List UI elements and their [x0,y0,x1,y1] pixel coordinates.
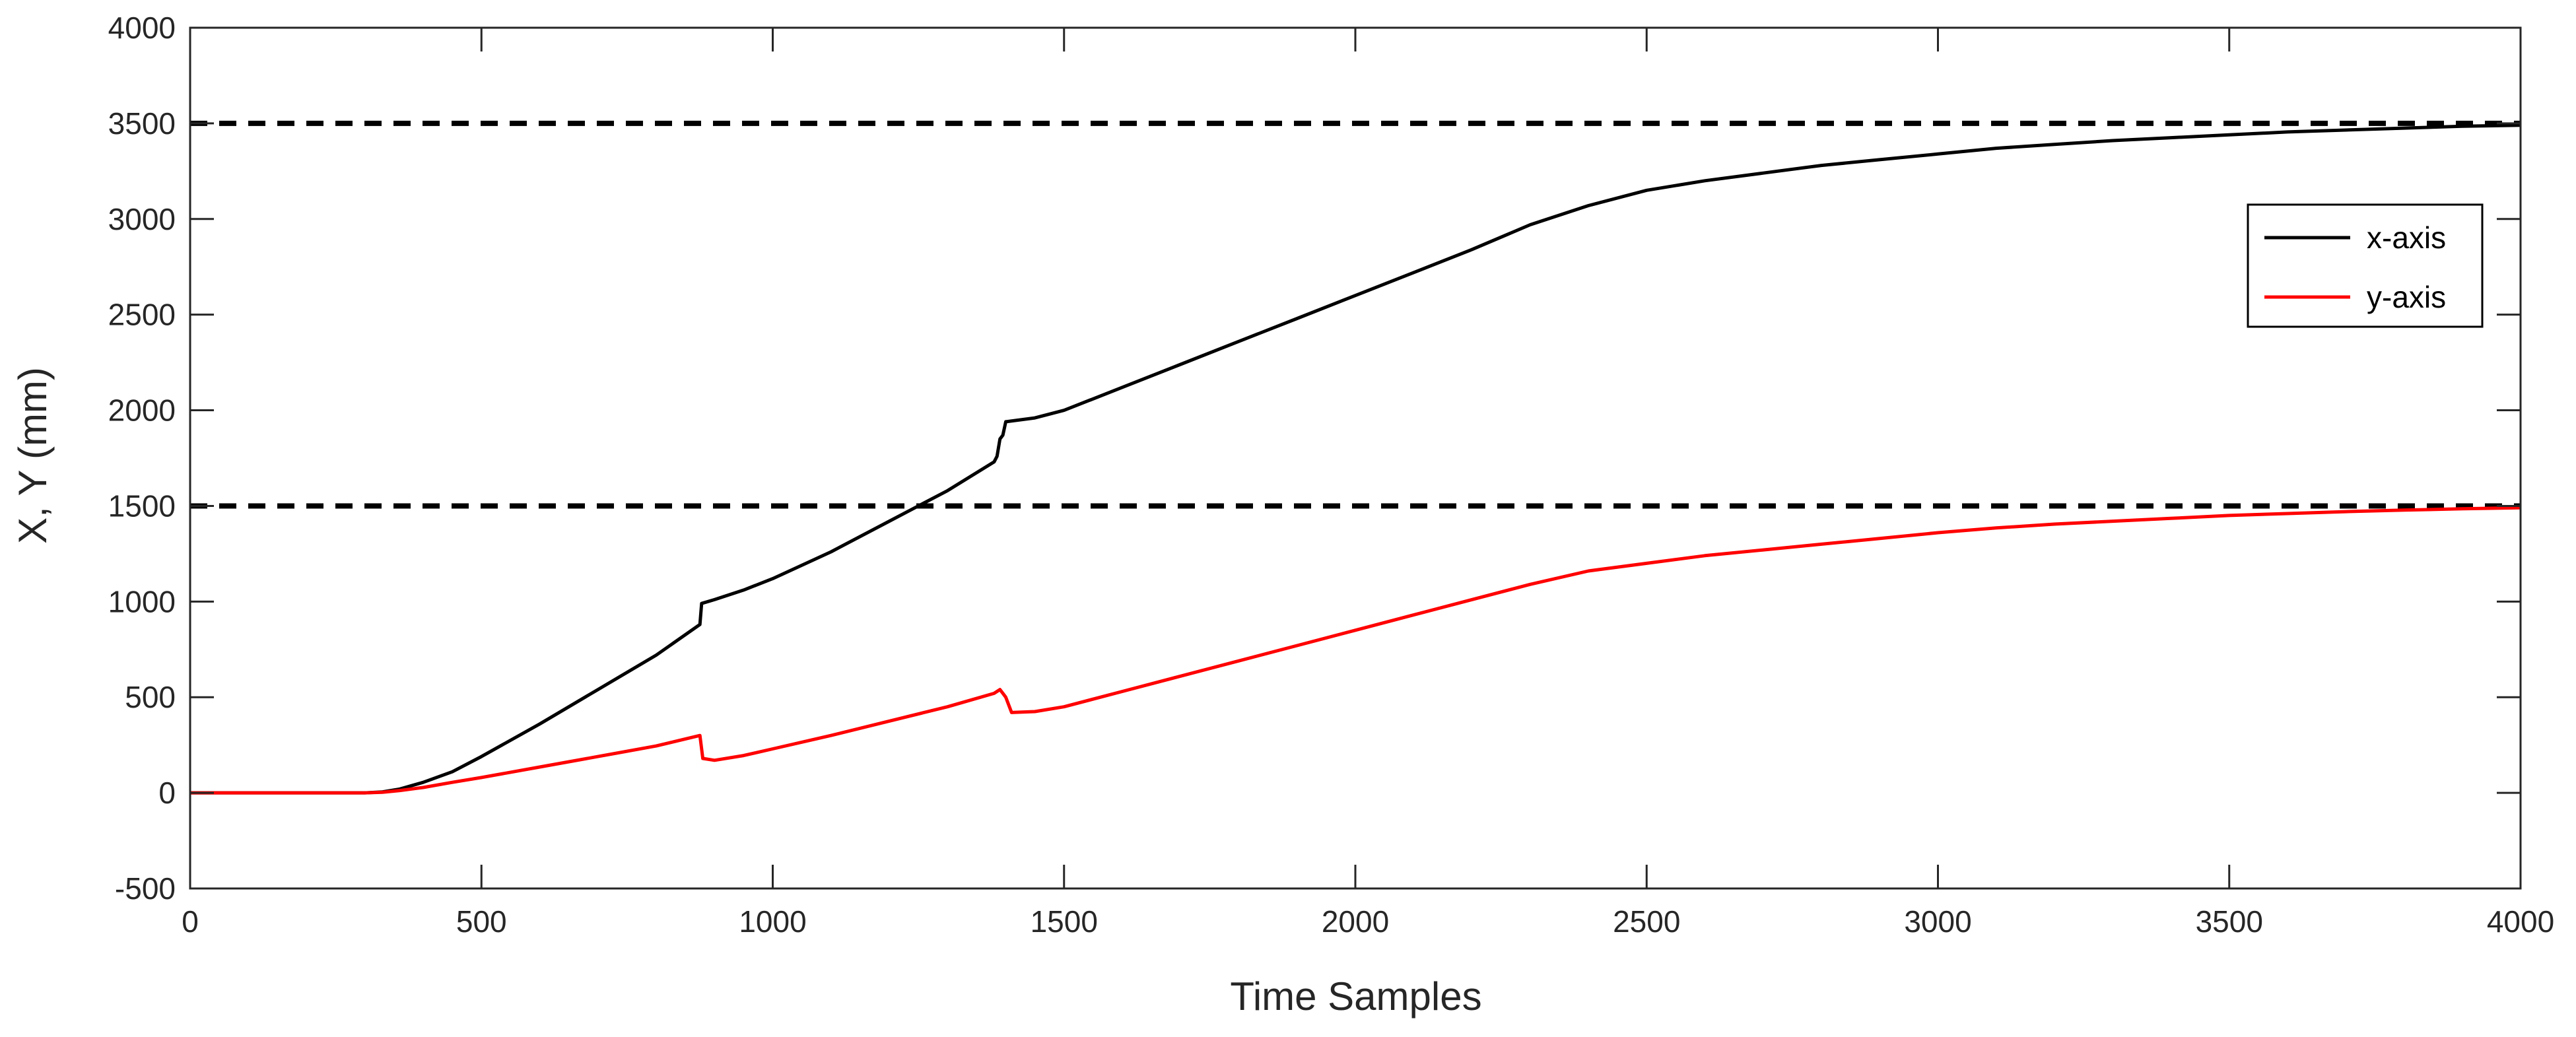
tick-labels: 0 500 1000 1500 2000 2500 3000 3500 4000-5000500… [108,11,2555,939]
x-tick-label: 3500 [2196,904,2263,939]
x-axis-label: Time Samples [1230,974,1481,1019]
plot-area [190,28,2521,888]
x-tick-label: 3000 [1904,904,1971,939]
legend-label-x-axis: x-axis [2367,220,2446,255]
y-tick-label: 2000 [108,393,176,428]
series-group [190,123,2521,795]
y-tick-label: 3500 [108,106,176,141]
x-tick-label: 0 [182,904,199,939]
y-tick-label: 3000 [108,202,176,236]
x-tick-label: 2500 [1613,904,1680,939]
y-axis-label: X, Y (mm) [11,367,55,544]
axes [189,26,2522,890]
y-tick-label: 2500 [108,298,176,332]
y-tick-label: -500 [115,871,176,906]
reference-lines [190,120,2521,509]
x-tick-label: 2000 [1322,904,1389,939]
y-tick-label: 500 [125,680,176,714]
legend-box [2247,203,2484,328]
series-line-y-axis [190,506,2521,795]
x-tick-label: 4000 [2487,904,2554,939]
x-tick-label: 1000 [739,904,806,939]
y-tick-label: 0 [158,776,176,810]
series-line-x-axis [190,123,2521,795]
x-tick-label: 500 [456,904,507,939]
legend: x-axis y-axis [2247,203,2484,328]
legend-label-y-axis: y-axis [2367,280,2446,314]
y-tick-label: 1500 [108,488,176,523]
y-tick-label: 1000 [108,584,176,619]
y-tick-label: 4000 [108,11,176,45]
x-tick-label: 1500 [1031,904,1098,939]
